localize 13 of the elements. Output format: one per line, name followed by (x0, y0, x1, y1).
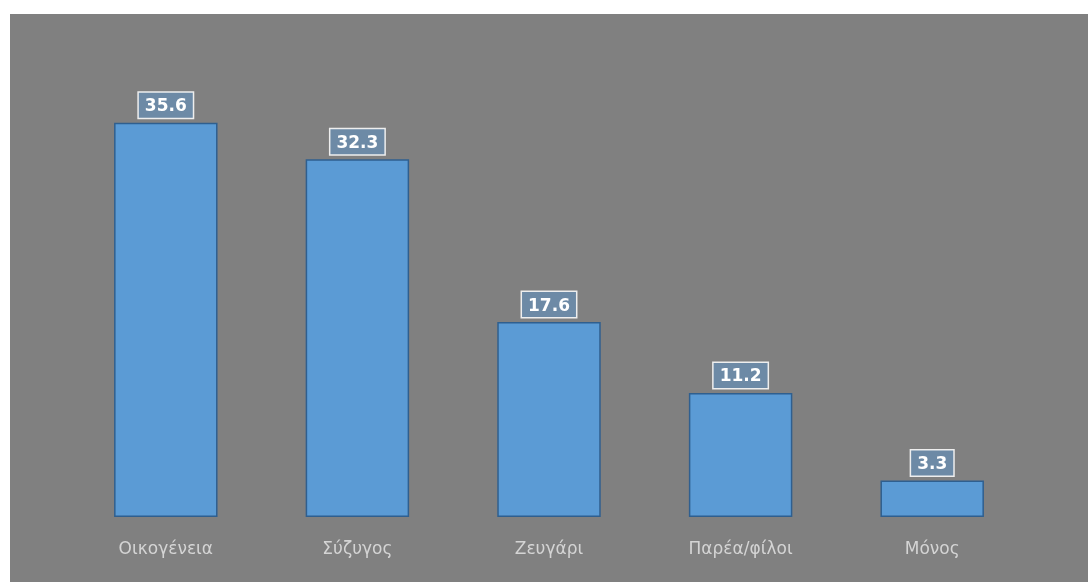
data-label: 11.2 (719, 365, 762, 386)
data-label: 35.6 (144, 95, 187, 116)
bar (497, 322, 601, 517)
bar (305, 159, 410, 517)
x-tick-label: Ζευγάρι (514, 537, 584, 558)
data-label: 3.3 (917, 452, 948, 473)
x-tick-label: Σύζυγος (322, 537, 393, 558)
x-tick-label: Παρέα/φίλοι (688, 537, 793, 558)
data-label: 32.3 (336, 131, 379, 152)
x-tick-label: Μόνος (904, 537, 960, 558)
x-tick-label: Οικογένεια (118, 537, 214, 558)
data-label: 17.6 (528, 294, 570, 315)
bar (880, 480, 984, 517)
